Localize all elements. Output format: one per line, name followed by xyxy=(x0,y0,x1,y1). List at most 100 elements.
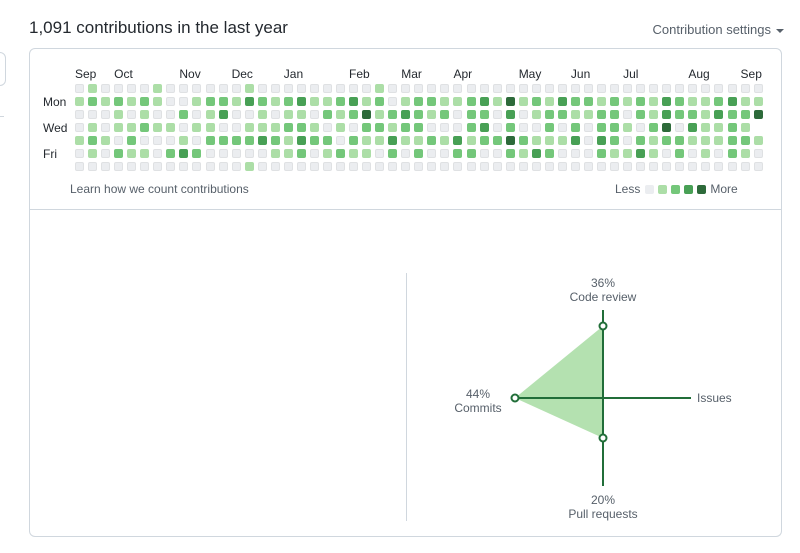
contribution-day[interactable] xyxy=(192,97,202,107)
contribution-day[interactable] xyxy=(570,162,580,172)
contribution-day[interactable] xyxy=(270,123,280,133)
contribution-day[interactable] xyxy=(597,136,606,146)
contribution-day[interactable] xyxy=(479,162,489,172)
contribution-day[interactable] xyxy=(505,84,515,93)
contribution-day[interactable] xyxy=(544,84,554,93)
contribution-day[interactable] xyxy=(205,84,215,93)
contribution-day[interactable] xyxy=(623,84,633,93)
contribution-day[interactable] xyxy=(714,136,724,146)
contribution-day[interactable] xyxy=(675,162,685,172)
contribution-day[interactable] xyxy=(688,136,698,146)
contribution-day[interactable] xyxy=(427,110,437,120)
contribution-day[interactable] xyxy=(257,162,267,172)
contribution-day[interactable] xyxy=(153,110,163,120)
contribution-settings-button[interactable]: Contribution settings xyxy=(652,22,784,37)
contribution-day[interactable] xyxy=(401,162,411,172)
contribution-day[interactable] xyxy=(179,149,189,159)
contribution-day[interactable] xyxy=(309,162,319,172)
contribution-day[interactable] xyxy=(388,84,398,93)
contribution-day[interactable] xyxy=(388,162,398,172)
contribution-day[interactable] xyxy=(349,162,359,172)
contribution-day[interactable] xyxy=(688,162,698,172)
contribution-day[interactable] xyxy=(505,136,515,146)
contribution-day[interactable] xyxy=(492,123,502,133)
contribution-day[interactable] xyxy=(531,123,541,133)
contribution-day[interactable] xyxy=(662,84,672,93)
contribution-day[interactable] xyxy=(505,110,515,120)
contribution-day[interactable] xyxy=(636,136,646,146)
contribution-day[interactable] xyxy=(466,136,476,146)
contribution-day[interactable] xyxy=(714,149,724,159)
contribution-day[interactable] xyxy=(114,123,124,133)
contribution-day[interactable] xyxy=(336,110,345,120)
contribution-day[interactable] xyxy=(349,123,359,133)
contribution-day[interactable] xyxy=(610,97,620,107)
contribution-day[interactable] xyxy=(597,97,606,107)
contribution-day[interactable] xyxy=(466,123,476,133)
contribution-day[interactable] xyxy=(179,97,189,107)
contribution-day[interactable] xyxy=(75,123,84,133)
contribution-day[interactable] xyxy=(505,97,515,107)
contribution-day[interactable] xyxy=(349,110,359,120)
contribution-day[interactable] xyxy=(362,110,372,120)
contribution-day[interactable] xyxy=(166,97,176,107)
contribution-day[interactable] xyxy=(401,123,411,133)
contribution-day[interactable] xyxy=(531,97,541,107)
contribution-day[interactable] xyxy=(153,149,163,159)
contribution-day[interactable] xyxy=(192,162,202,172)
contribution-day[interactable] xyxy=(597,84,606,93)
contribution-day[interactable] xyxy=(192,123,202,133)
contribution-day[interactable] xyxy=(649,110,659,120)
contribution-day[interactable] xyxy=(153,97,163,107)
contribution-day[interactable] xyxy=(75,162,84,172)
contribution-day[interactable] xyxy=(309,84,319,93)
contribution-day[interactable] xyxy=(309,149,319,159)
contribution-day[interactable] xyxy=(75,84,84,93)
contribution-day[interactable] xyxy=(453,84,463,93)
contribution-day[interactable] xyxy=(166,136,176,146)
contribution-day[interactable] xyxy=(740,97,750,107)
contribution-day[interactable] xyxy=(127,97,137,107)
contribution-day[interactable] xyxy=(636,162,646,172)
contribution-day[interactable] xyxy=(531,110,541,120)
contribution-day[interactable] xyxy=(518,149,528,159)
contribution-day[interactable] xyxy=(231,136,241,146)
contribution-day[interactable] xyxy=(231,123,241,133)
contribution-day[interactable] xyxy=(140,162,150,172)
contribution-day[interactable] xyxy=(453,136,463,146)
contribution-day[interactable] xyxy=(427,162,437,172)
contribution-day[interactable] xyxy=(492,97,502,107)
contribution-day[interactable] xyxy=(518,110,528,120)
contribution-day[interactable] xyxy=(192,136,202,146)
contribution-day[interactable] xyxy=(88,162,98,172)
contribution-day[interactable] xyxy=(231,84,241,93)
contribution-day[interactable] xyxy=(440,149,450,159)
contribution-day[interactable] xyxy=(414,110,424,120)
contribution-day[interactable] xyxy=(662,136,672,146)
contribution-day[interactable] xyxy=(388,110,398,120)
contribution-day[interactable] xyxy=(505,123,515,133)
contribution-day[interactable] xyxy=(466,97,476,107)
contribution-day[interactable] xyxy=(322,162,332,172)
contribution-day[interactable] xyxy=(362,97,372,107)
contribution-day[interactable] xyxy=(179,136,189,146)
contribution-day[interactable] xyxy=(114,110,124,120)
contribution-day[interactable] xyxy=(88,136,98,146)
contribution-day[interactable] xyxy=(257,123,267,133)
contribution-day[interactable] xyxy=(466,110,476,120)
contribution-day[interactable] xyxy=(270,84,280,93)
contribution-day[interactable] xyxy=(740,136,750,146)
contribution-day[interactable] xyxy=(296,162,306,172)
contribution-day[interactable] xyxy=(636,97,646,107)
contribution-day[interactable] xyxy=(531,149,541,159)
contribution-day[interactable] xyxy=(727,84,737,93)
contribution-day[interactable] xyxy=(349,97,359,107)
contribution-day[interactable] xyxy=(205,110,215,120)
contribution-day[interactable] xyxy=(649,149,659,159)
contribution-day[interactable] xyxy=(127,136,137,146)
contribution-day[interactable] xyxy=(75,149,84,159)
contribution-day[interactable] xyxy=(518,97,528,107)
contribution-day[interactable] xyxy=(453,97,463,107)
contribution-day[interactable] xyxy=(322,84,332,93)
contribution-day[interactable] xyxy=(114,84,124,93)
